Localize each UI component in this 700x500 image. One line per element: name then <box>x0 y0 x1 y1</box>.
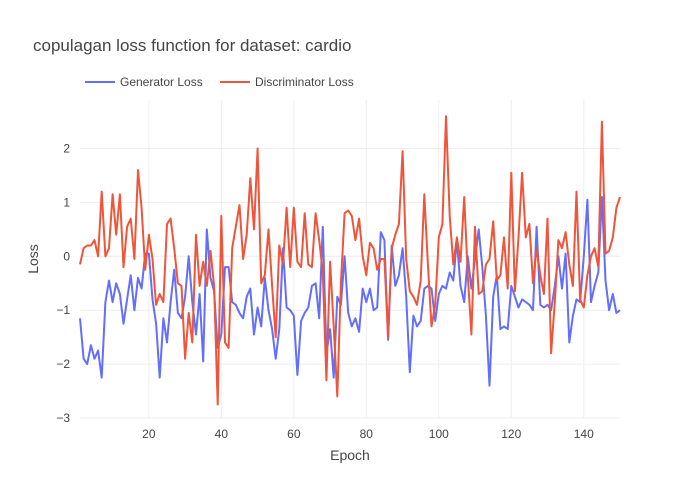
series-line-discriminator-loss <box>79 115 621 406</box>
series-line-generator-loss <box>79 196 621 387</box>
legend-item-generator-loss[interactable]: Generator Loss <box>85 75 203 89</box>
x-tick-label: 40 <box>215 427 229 441</box>
y-tick-label: −3 <box>56 411 70 425</box>
chart-title: copulagan loss function for dataset: car… <box>33 36 351 55</box>
y-tick-label: 0 <box>63 249 70 263</box>
y-tick-label: 2 <box>63 142 70 156</box>
legend-item-discriminator-loss[interactable]: Discriminator Loss <box>220 75 354 89</box>
y-tick-label: 1 <box>63 195 70 209</box>
x-tick-label: 100 <box>429 427 449 441</box>
legend-label: Generator Loss <box>120 75 203 89</box>
y-tick-label: −1 <box>56 303 70 317</box>
axis-ticks: −3 −2 −1 0 1 2 20 40 60 80 100 120 140 <box>56 142 594 441</box>
y-tick-label: −2 <box>56 357 70 371</box>
grid-lines <box>80 100 620 419</box>
x-tick-label: 60 <box>287 427 301 441</box>
y-axis-title: Loss <box>25 244 41 274</box>
x-tick-label: 120 <box>501 427 521 441</box>
series-layer <box>79 115 621 406</box>
x-axis-title: Epoch <box>330 447 370 463</box>
x-tick-label: 20 <box>142 427 156 441</box>
legend-label: Discriminator Loss <box>255 75 354 89</box>
x-tick-label: 80 <box>360 427 374 441</box>
legend: Generator Loss Discriminator Loss <box>85 75 354 89</box>
x-tick-label: 140 <box>574 427 594 441</box>
